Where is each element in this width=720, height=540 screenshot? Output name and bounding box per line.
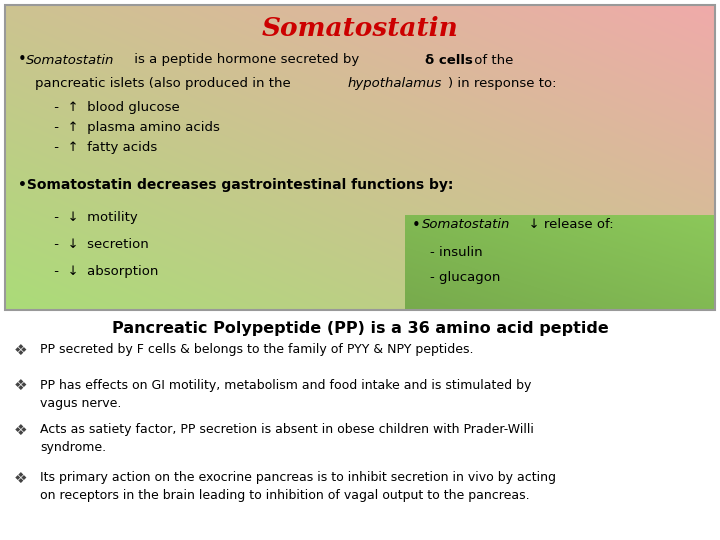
Text: syndrome.: syndrome. xyxy=(40,442,106,455)
Text: -  ↓  motility: - ↓ motility xyxy=(50,212,138,225)
Text: δ cells: δ cells xyxy=(425,53,473,66)
Text: PP has effects on GI motility, metabolism and food intake and is stimulated by: PP has effects on GI motility, metabolis… xyxy=(40,379,531,392)
Text: -  ↓  secretion: - ↓ secretion xyxy=(50,239,149,252)
Text: ❖: ❖ xyxy=(14,422,27,437)
Text: vagus nerve.: vagus nerve. xyxy=(40,396,122,409)
Text: ❖: ❖ xyxy=(14,470,27,485)
Text: Acts as satiety factor, PP secretion is absent in obese children with Prader-Wil: Acts as satiety factor, PP secretion is … xyxy=(40,423,534,436)
Bar xyxy=(5,5,715,310)
Text: hypothalamus: hypothalamus xyxy=(348,77,442,90)
Text: Its primary action on the exocrine pancreas is to inhibit secretion in vivo by a: Its primary action on the exocrine pancr… xyxy=(40,471,556,484)
Text: Pancreatic Polypeptide (PP) is a 36 amino acid peptide: Pancreatic Polypeptide (PP) is a 36 amin… xyxy=(112,321,608,335)
Text: PP secreted by F cells & belongs to the family of PYY & NPY peptides.: PP secreted by F cells & belongs to the … xyxy=(40,343,474,356)
Text: -  ↑  fatty acids: - ↑ fatty acids xyxy=(50,141,157,154)
Text: - insulin: - insulin xyxy=(430,246,482,259)
Text: •Somatostatin decreases gastrointestinal functions by:: •Somatostatin decreases gastrointestinal… xyxy=(18,178,454,192)
Text: •: • xyxy=(412,218,420,233)
Text: Somatostatin: Somatostatin xyxy=(422,219,510,232)
Text: ❖: ❖ xyxy=(14,342,27,357)
Text: Somatostatin: Somatostatin xyxy=(26,53,114,66)
Text: •: • xyxy=(18,52,27,68)
Text: pancreatic islets (also produced in the: pancreatic islets (also produced in the xyxy=(35,77,295,90)
Text: on receptors in the brain leading to inhibition of vagal output to the pancreas.: on receptors in the brain leading to inh… xyxy=(40,489,530,503)
Text: ) in response to:: ) in response to: xyxy=(448,77,557,90)
Text: Somatostatin: Somatostatin xyxy=(261,16,459,40)
Text: ↓ release of:: ↓ release of: xyxy=(520,219,613,232)
Text: of the: of the xyxy=(470,53,513,66)
Text: -  ↑  plasma amino acids: - ↑ plasma amino acids xyxy=(50,122,220,134)
Text: ❖: ❖ xyxy=(14,377,27,393)
Text: -  ↓  absorption: - ↓ absorption xyxy=(50,266,158,279)
Text: -  ↑  blood glucose: - ↑ blood glucose xyxy=(50,102,180,114)
Text: - glucagon: - glucagon xyxy=(430,272,500,285)
Text: is a peptide hormone secreted by: is a peptide hormone secreted by xyxy=(130,53,364,66)
